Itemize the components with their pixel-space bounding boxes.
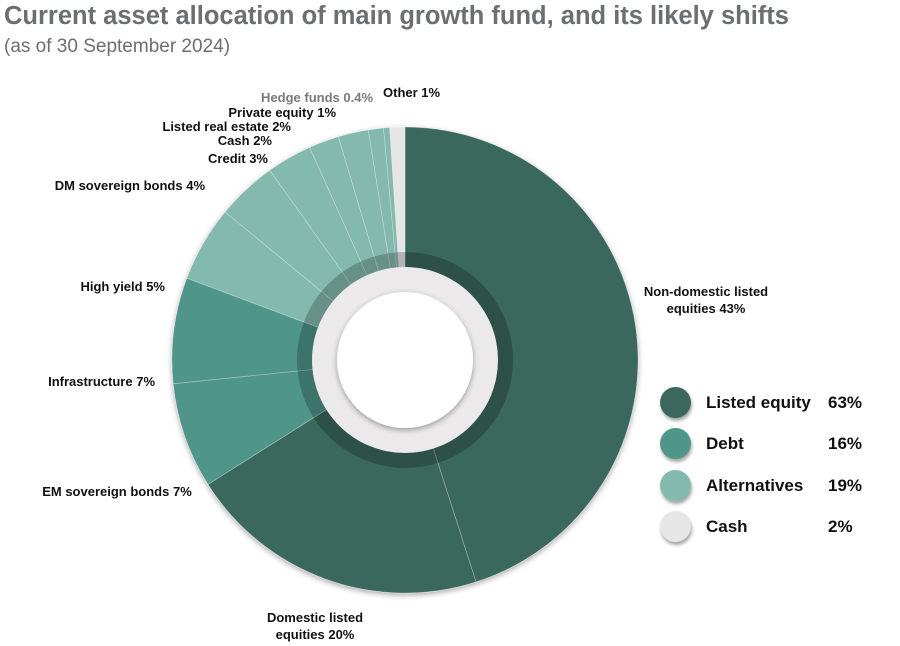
label-hedge-funds: Hedge funds 0.4%	[261, 90, 373, 105]
label-infrastructure: Infrastructure 7%	[48, 374, 155, 389]
legend-label: Debt	[706, 434, 744, 453]
legend-label: Cash	[706, 517, 748, 536]
label-dm-sovereign: DM sovereign bonds 4%	[54, 178, 205, 193]
legend-value: 16%	[828, 434, 863, 453]
legend-value: 63%	[828, 393, 863, 412]
label-non-domestic: Non-domestic listed equities 43%	[643, 284, 769, 316]
label-listed-real-estate: Listed real estate 2%	[162, 119, 291, 134]
label-other: Other 1%	[383, 85, 441, 100]
label-domestic: Domestic listed equities 20%	[266, 610, 364, 642]
legend-value: 19%	[828, 476, 863, 495]
label-credit: Credit 3%	[208, 151, 268, 166]
legend-value: 2%	[828, 517, 853, 536]
legend-item-cash: Cash 2%	[658, 510, 888, 544]
chart-subtitle: (as of 30 September 2024)	[4, 36, 231, 57]
legend-item-listed-equity: Listed equity 63%	[658, 386, 888, 420]
donut-hole	[337, 292, 473, 428]
legend-item-debt: Debt 16%	[658, 427, 888, 461]
slice-non-domestic-listed-equities	[404, 126, 639, 583]
chart-title: Current asset allocation of main growth …	[4, 2, 789, 30]
legend-label: Listed equity	[706, 393, 811, 412]
label-em-sovereign: EM sovereign bonds 7%	[42, 484, 192, 499]
legend-swatch	[660, 511, 691, 542]
legend-label: Alternatives	[706, 476, 804, 495]
legend-item-alternatives: Alternatives 19%	[658, 469, 888, 503]
label-private-equity: Private equity 1%	[228, 105, 336, 120]
legend-swatch	[660, 387, 691, 418]
legend-swatch	[660, 428, 691, 459]
legend-swatch	[660, 470, 691, 501]
label-cash: Cash 2%	[217, 133, 272, 148]
label-high-yield: High yield 5%	[80, 279, 165, 294]
